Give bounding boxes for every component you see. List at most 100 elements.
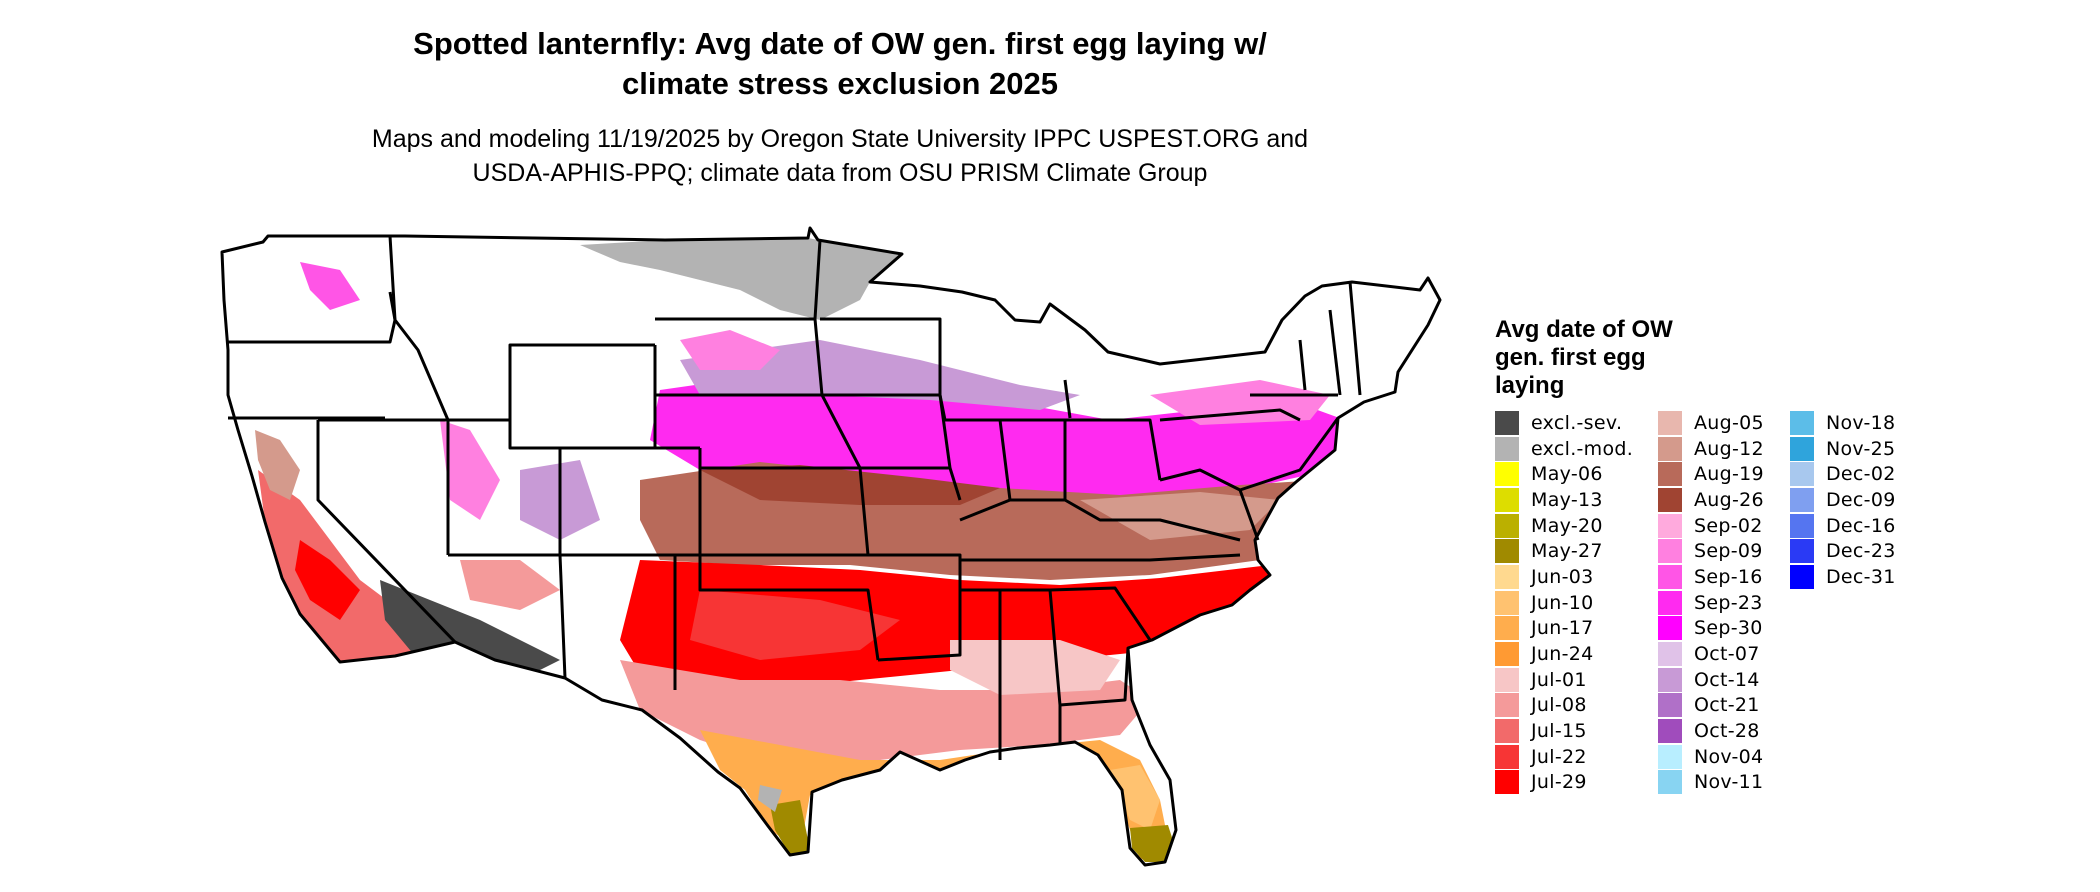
legend-swatch — [1790, 564, 1814, 589]
legend-item: excl.-mod. — [1495, 436, 1633, 462]
legend-label: excl.-mod. — [1531, 437, 1634, 460]
legend-item: Sep-23 — [1658, 590, 1764, 616]
legend-label: Nov-11 — [1694, 771, 1764, 794]
legend-item: Jul-22 — [1495, 744, 1633, 770]
legend-label: Jun-10 — [1531, 591, 1594, 614]
state-boundaries — [220, 226, 1442, 867]
map-subtitle: Maps and modeling 11/19/2025 by Oregon S… — [255, 122, 1425, 190]
legend-swatch — [1495, 436, 1519, 461]
legend-item: Nov-11 — [1658, 770, 1764, 796]
legend-label: Nov-04 — [1694, 745, 1764, 768]
legend-item: Dec-31 — [1790, 564, 1896, 590]
legend-title-line-1: Avg date of OW — [1495, 316, 1673, 343]
legend-item: May-27 — [1495, 538, 1633, 564]
legend-swatch — [1658, 770, 1682, 795]
legend-item: Sep-30 — [1658, 616, 1764, 642]
legend-item: Nov-04 — [1658, 744, 1764, 770]
legend-item: Sep-16 — [1658, 564, 1764, 590]
legend-swatch — [1790, 487, 1814, 512]
legend-swatch — [1658, 744, 1682, 769]
legend-swatch — [1658, 487, 1682, 512]
legend-label: Dec-02 — [1826, 463, 1896, 486]
legend-label: Jun-24 — [1531, 643, 1594, 666]
legend-label: Aug-26 — [1694, 488, 1764, 511]
legend-swatch — [1495, 539, 1519, 564]
legend-item: Aug-19 — [1658, 461, 1764, 487]
legend-swatch — [1495, 487, 1519, 512]
legend-column-3: Nov-18 Nov-25 Dec-02 Dec-09 Dec-16 Dec-23 Dec-… — [1790, 410, 1896, 590]
legend-item: May-20 — [1495, 513, 1633, 539]
legend-swatch — [1658, 719, 1682, 744]
legend-swatch — [1658, 462, 1682, 487]
legend-label: Dec-31 — [1826, 565, 1896, 588]
legend-swatch — [1658, 410, 1682, 435]
legend-label: Oct-21 — [1694, 694, 1760, 717]
legend-title: Avg date of OW gen. first egg laying — [1495, 316, 1725, 400]
legend-swatch — [1658, 539, 1682, 564]
legend-swatch — [1495, 564, 1519, 589]
legend-item: Jun-10 — [1495, 590, 1633, 616]
legend-label: Sep-09 — [1694, 540, 1763, 563]
legend-swatch — [1495, 616, 1519, 641]
legend-swatch — [1658, 693, 1682, 718]
legend-label: Jul-15 — [1531, 720, 1587, 743]
map-subtitle-line-2: USDA-APHIS-PPQ; climate data from OSU PR… — [472, 159, 1208, 187]
legend-swatch — [1658, 513, 1682, 538]
legend-label: Nov-18 — [1826, 411, 1896, 434]
legend-swatch — [1790, 539, 1814, 564]
legend-swatch — [1495, 642, 1519, 667]
legend-label: Jul-08 — [1531, 694, 1587, 717]
legend-label: Sep-23 — [1694, 591, 1763, 614]
legend-label: Sep-30 — [1694, 617, 1763, 640]
legend-item: Dec-02 — [1790, 461, 1896, 487]
legend-label: Jul-22 — [1531, 745, 1587, 768]
legend-swatch — [1495, 770, 1519, 795]
legend-label: Nov-25 — [1826, 437, 1896, 460]
legend-swatch — [1658, 642, 1682, 667]
legend-swatch — [1495, 410, 1519, 435]
legend-label: May-27 — [1531, 540, 1603, 563]
legend-item: Jun-17 — [1495, 616, 1633, 642]
legend-label: Aug-12 — [1694, 437, 1764, 460]
legend-label: Jun-17 — [1531, 617, 1594, 640]
legend-item: Dec-23 — [1790, 538, 1896, 564]
legend-label: Jun-03 — [1531, 565, 1594, 588]
legend-label: Oct-07 — [1694, 643, 1760, 666]
map-title-line-2: climate stress exclusion 2025 — [622, 66, 1058, 101]
legend-item: Aug-05 — [1658, 410, 1764, 436]
legend-column-2: Aug-05 Aug-12 Aug-19 Aug-26 Sep-02 Sep-09 Sep-… — [1658, 410, 1764, 795]
legend-swatch — [1495, 667, 1519, 692]
legend-label: May-06 — [1531, 463, 1603, 486]
legend-item: Oct-21 — [1658, 693, 1764, 719]
legend-item: Oct-07 — [1658, 641, 1764, 667]
legend-label: May-13 — [1531, 488, 1603, 511]
legend-label: Dec-16 — [1826, 514, 1896, 537]
legend-item: Jul-29 — [1495, 770, 1633, 796]
legend-swatch — [1790, 513, 1814, 538]
legend-label: Jul-01 — [1531, 668, 1587, 691]
legend-label: excl.-sev. — [1531, 411, 1623, 434]
legend-item: Dec-16 — [1790, 513, 1896, 539]
legend-item: Nov-18 — [1790, 410, 1896, 436]
legend-item: Nov-25 — [1790, 436, 1896, 462]
map-title: Spotted lanternfly: Avg date of OW gen. … — [255, 24, 1425, 104]
legend-item: Sep-02 — [1658, 513, 1764, 539]
legend-title-line-2: gen. first egg — [1495, 344, 1646, 371]
legend-swatch — [1658, 590, 1682, 615]
legend-swatch — [1658, 564, 1682, 589]
legend-item: Aug-26 — [1658, 487, 1764, 513]
legend-swatch — [1495, 462, 1519, 487]
legend-swatch — [1790, 462, 1814, 487]
legend-swatch — [1790, 436, 1814, 461]
legend-swatch — [1658, 616, 1682, 641]
legend-title-line-3: laying — [1495, 372, 1565, 399]
legend-swatch — [1495, 513, 1519, 538]
legend-item: Jun-24 — [1495, 641, 1633, 667]
legend-item: May-13 — [1495, 487, 1633, 513]
legend-label: Sep-16 — [1694, 565, 1763, 588]
legend-item: Jul-08 — [1495, 693, 1633, 719]
map-subtitle-line-1: Maps and modeling 11/19/2025 by Oregon S… — [371, 125, 1309, 153]
map-title-line-1: Spotted lanternfly: Avg date of OW gen. … — [413, 26, 1267, 61]
legend-swatch — [1658, 436, 1682, 461]
